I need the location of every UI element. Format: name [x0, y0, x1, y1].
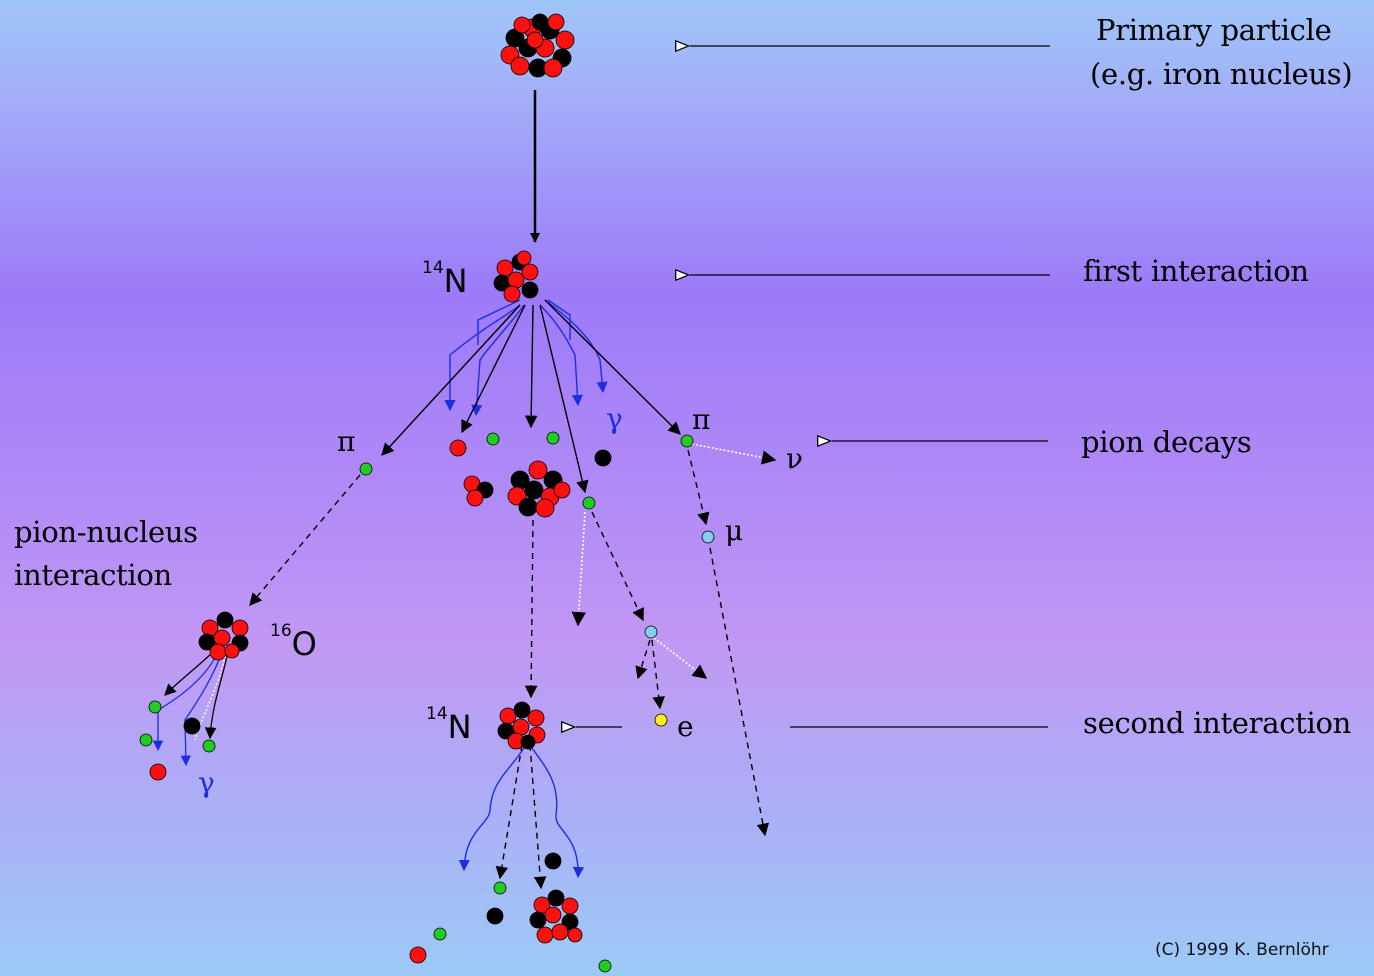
muon-center [644, 625, 658, 639]
label-pion-nucleus-line1: pion-nucleus [14, 515, 198, 549]
label-primary-line1: Primary particle [1096, 13, 1332, 47]
label-primary-line2: (e.g. iron nucleus) [1090, 57, 1353, 91]
fragment-small [463, 475, 494, 507]
muon-right [701, 530, 715, 544]
gamma-symbol-left: γ [198, 766, 215, 799]
primary-iron-nucleus [500, 13, 575, 78]
pion-symbol-right: π [692, 403, 711, 436]
nitrogen-nucleus-second [497, 701, 546, 750]
first-gamma-branches [444, 299, 608, 417]
label-pion-nucleus-line2: interaction [14, 558, 172, 592]
electron-symbol: e [677, 710, 694, 743]
second-gamma-branches [458, 747, 585, 879]
label-pointers [576, 46, 1050, 727]
copyright-credit: (C) 1999 K. Bernlöhr [1155, 940, 1329, 960]
fragment-large [507, 460, 571, 518]
oxygen-nucleus [198, 611, 249, 661]
nucleus-label-o16: 16O [270, 621, 317, 663]
pion-symbol-left: π [337, 425, 356, 458]
nucleus-label-n14-top: 14N [422, 258, 468, 300]
pion-left [359, 462, 373, 476]
label-first-interaction: first interaction [1083, 254, 1309, 288]
pion-nucleus-branches [152, 649, 229, 767]
label-pion-decays: pion decays [1081, 425, 1252, 459]
nucleus-label-n14-bottom: 14N [426, 704, 472, 746]
decay-tracks [249, 449, 770, 890]
gamma-symbol-mid: γ [606, 402, 623, 435]
pion-right [680, 434, 694, 448]
neutrino-symbol: ν [786, 442, 804, 475]
fragment-bottom [529, 889, 583, 944]
single-particles [139, 431, 715, 973]
pion-center [582, 496, 596, 510]
electron-particle [654, 713, 668, 727]
first-hadron-tracks [381, 299, 681, 494]
neutrino-tracks [571, 443, 777, 679]
nitrogen-nucleus-top [493, 250, 539, 303]
muon-symbol: μ [725, 514, 744, 547]
label-second-interaction: second interaction [1083, 706, 1352, 740]
